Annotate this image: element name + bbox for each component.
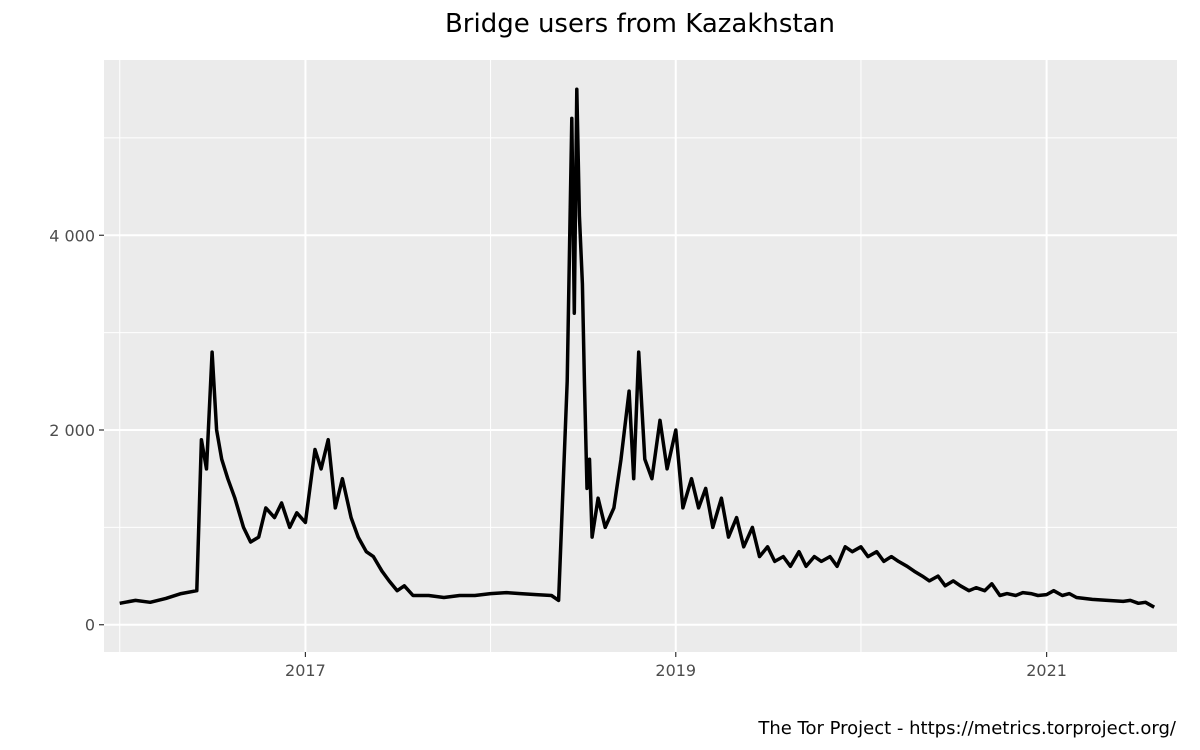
minor-gridlines xyxy=(104,60,1177,652)
major-gridlines xyxy=(104,60,1177,652)
series-line xyxy=(119,87,1156,609)
x-tick-label: 2019 xyxy=(655,661,696,680)
y-axis-tick-labels: 0 2 000 4 000 xyxy=(49,226,95,634)
x-tick-label: 2017 xyxy=(285,661,326,680)
x-tick-label: 2021 xyxy=(1026,661,1067,680)
chart-caption: The Tor Project - https://metrics.torpro… xyxy=(757,718,1177,739)
y-tick-label: 2 000 xyxy=(49,421,95,440)
y-tick-label: 0 xyxy=(85,616,95,635)
chart-title: Bridge users from Kazakhstan xyxy=(445,9,835,39)
x-axis-tick-labels: 2017 2019 2021 xyxy=(285,661,1067,680)
y-tick-label: 4 000 xyxy=(49,226,95,245)
axis-ticks xyxy=(99,234,1048,657)
